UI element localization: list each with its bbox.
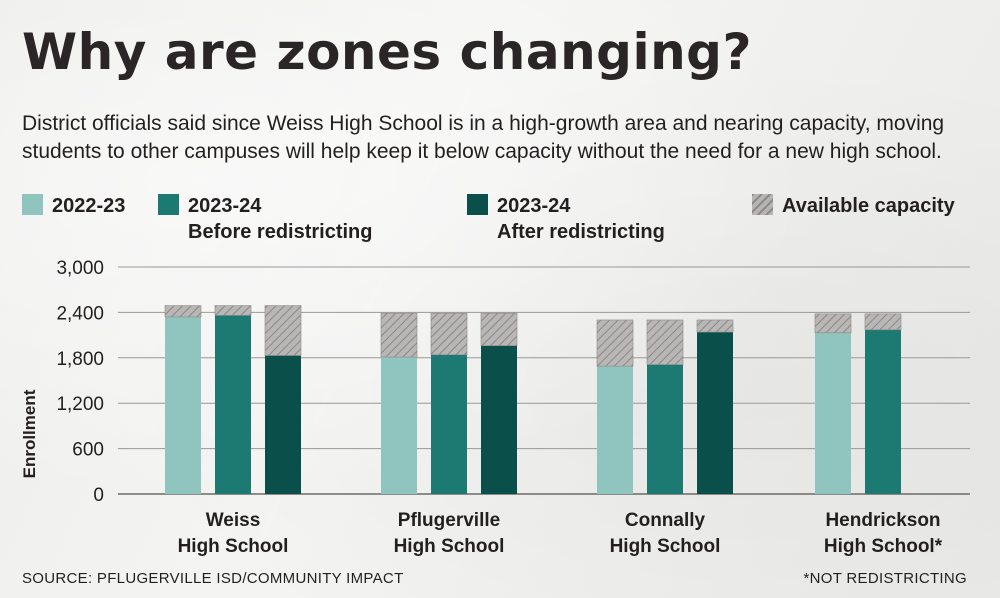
bar-enrollment [815,332,851,494]
bar-enrollment [165,316,201,494]
legend-swatch-2023-24-before [158,194,179,215]
bar-available-capacity [696,319,734,333]
bar-available-capacity [164,305,202,318]
source-note: SOURCE: PFLUGERVILLE ISD/COMMUNITY IMPAC… [22,570,404,587]
x-category-label: Connally High School [610,510,721,557]
bar-enrollment [697,332,733,494]
y-tick-label: 1,200 [56,394,104,415]
bar-enrollment [431,354,467,494]
bar-available-capacity [864,313,902,331]
x-category-label: Hendrickson High School* [824,510,943,557]
bar-available-capacity [646,319,684,365]
x-category-label-line: High School [610,536,721,557]
enrollment-chart: 0 600 1,200 1,800 2,400 3,000 Enrollment Weis… [20,258,970,557]
x-category-label-line: Connally [625,510,706,531]
bar-enrollment [597,366,633,494]
y-tick-label: 1,800 [56,349,104,370]
bar-enrollment [647,364,683,494]
y-tick-label: 2,400 [56,303,104,324]
legend-item-2023-24-before: 2023-24 Before redistricting [158,193,372,245]
y-tick-label: 3,000 [56,258,104,279]
bar-available-capacity [480,312,518,346]
y-tick-label: 600 [72,440,104,461]
bars [164,305,902,494]
bar-enrollment [265,355,301,494]
legend-swatch-available-capacity [752,194,773,215]
x-category-label-line: High School [178,536,289,557]
legend-label: 2022-23 [52,195,126,217]
x-category-label: Pflugerville High School [394,510,505,557]
legend-item-2022-23: 2022-23 [22,193,125,219]
y-axis-label: Enrollment [20,389,39,478]
legend-label: Available capacity [782,195,955,217]
x-category-label-line: Hendrickson [825,510,940,531]
footnote: *NOT REDISTRICTING [803,570,967,587]
bar-available-capacity [814,313,852,334]
bar-enrollment [865,329,901,494]
x-category-label-line: High School* [824,536,943,557]
legend-item-available-capacity: Available capacity [752,193,955,219]
page-subtitle: District officials said since Weiss High… [22,112,945,163]
bar-available-capacity [264,305,302,356]
x-category-label: Weiss High School [178,510,289,557]
y-axis-ticks: 0 600 1,200 1,800 2,400 3,000 [56,258,104,506]
legend-label: 2023-24 Before redistricting [188,195,373,243]
bar-available-capacity [214,305,252,316]
legend-swatch-2022-23 [22,194,43,215]
x-category-label-line: Weiss [206,510,261,531]
legend-item-2023-24-after: 2023-24 After redistricting [467,193,665,245]
legend-swatch-2023-24-after [467,194,488,215]
legend-label: 2023-24 After redistricting [497,195,665,243]
bar-available-capacity [430,312,468,356]
page-title: Why are zones changing? [22,23,752,81]
x-category-label-line: Pflugerville [398,510,500,531]
bar-available-capacity [380,312,418,358]
x-category-label-line: High School [394,536,505,557]
y-tick-label: 0 [93,485,104,506]
bar-enrollment [481,345,517,494]
bar-enrollment [215,315,251,494]
bar-available-capacity [596,319,634,367]
bar-enrollment [381,357,417,494]
